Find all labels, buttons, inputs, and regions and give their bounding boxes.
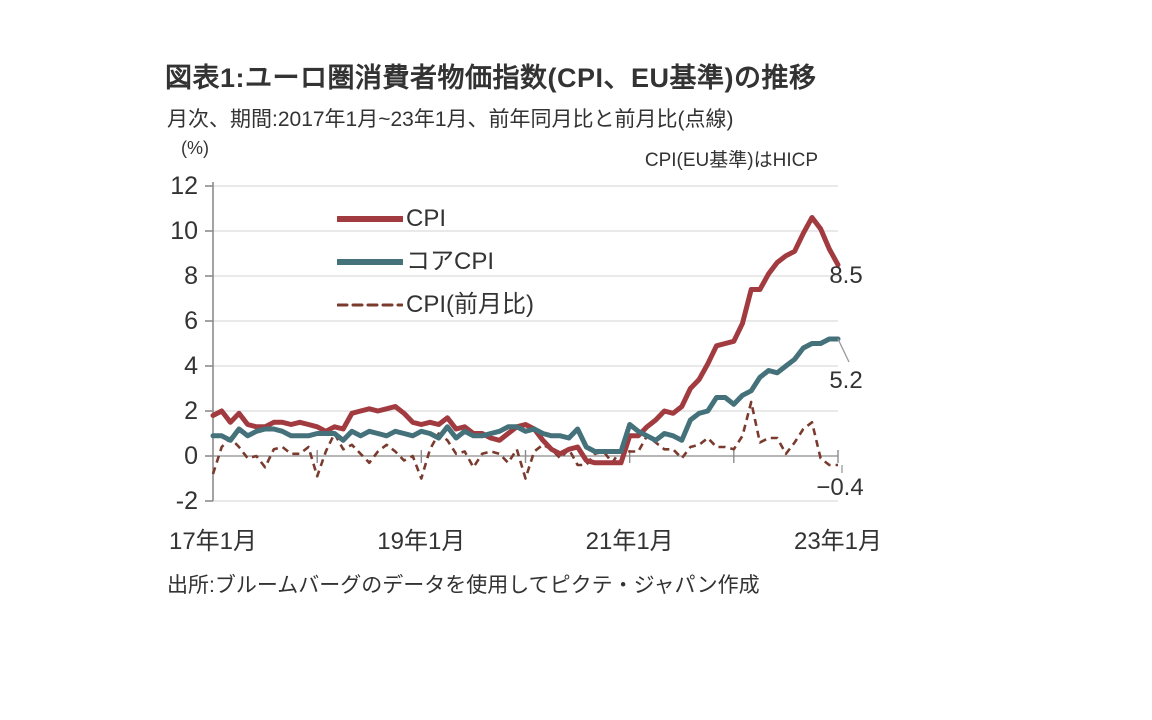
legend-label-cpi-mom: CPI(前月比) [406, 291, 534, 318]
y-axis-tick-label: 10 [170, 217, 198, 245]
x-axis-tick-label: 21年1月 [585, 528, 674, 555]
legend-item-core-cpi: コアCPI [337, 247, 494, 277]
source-note: 出所:ブルームバーグのデータを使用してピクテ・ジャパン作成 [167, 574, 760, 597]
y-axis-tick-label: 6 [184, 307, 198, 335]
x-axis-tick-label: 17年1月 [168, 528, 258, 555]
legend-item-cpi: CPI [337, 204, 446, 234]
end-label-cpi: 8.5 [829, 262, 863, 289]
y-axis-tick-label: -2 [175, 487, 198, 515]
y-axis-tick-label: 12 [170, 172, 198, 200]
legend-item-cpi-mom: CPI(前月比) [337, 290, 534, 320]
x-axis-tick-label: 19年1月 [377, 528, 466, 555]
y-axis-tick-label: 2 [184, 397, 198, 425]
figure-title: 図表1:ユーロ圏消費者物価指数(CPI、EU基準)の推移 [165, 63, 817, 93]
chart-note: CPI(EU基準)はHICP [644, 150, 818, 171]
y-axis-tick-label: 8 [184, 262, 198, 290]
y-axis-tick-label: 0 [184, 442, 198, 470]
legend-line-sample-cpi [337, 216, 403, 222]
legend-label-core-cpi: コアCPI [406, 248, 495, 275]
legend-line-sample-core-cpi [337, 259, 403, 265]
legend-line-sample-cpi-mom [337, 303, 403, 307]
end-label-core-cpi: 5.2 [829, 367, 863, 394]
y-axis-unit-label: (%) [181, 138, 209, 158]
figure-subtitle: 月次、期間:2017年1月~23年1月、前年同月比と前月比(点線) [167, 108, 734, 131]
legend-label-cpi: CPI [406, 205, 447, 232]
end-label-cpi-mom: −0.4 [816, 474, 864, 501]
x-axis-tick-label: 23年1月 [793, 528, 883, 555]
y-axis-tick-label: 4 [184, 352, 198, 380]
